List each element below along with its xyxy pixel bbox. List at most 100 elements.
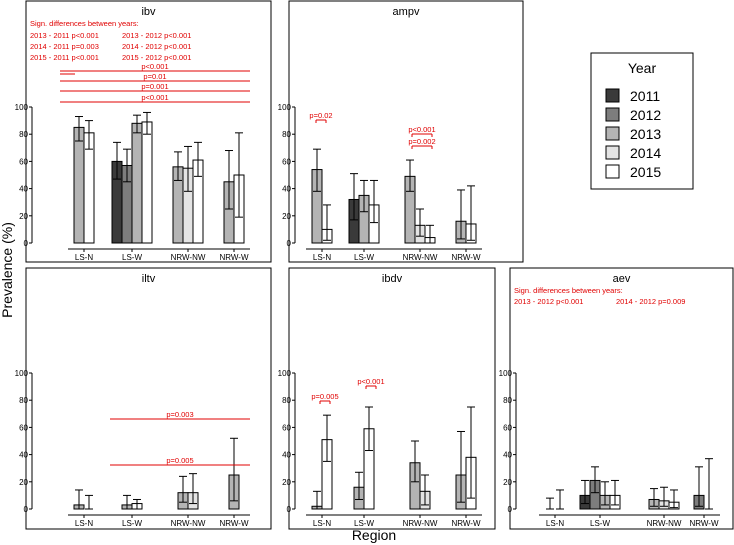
y-tick-label: 20: [503, 478, 512, 487]
legend: Year 2011 2012 2013 2014 2015: [590, 52, 694, 190]
sig-label: p=0.001: [141, 82, 168, 91]
panel-ampv: ampv 0 20 40 60 80 100 LS-N LS-W NRW-NW NRW-W p=0.0…: [278, 0, 524, 263]
y-tick-label: 100: [278, 103, 292, 112]
panel-ibv: ibv 0 20 40 60 80 100 LS-N LS-W NRW-NW NRW-W Sign. …: [15, 0, 272, 263]
sig-note: 2014 - 2011 p=0.003: [30, 42, 99, 51]
x-tick-label: LS-W: [590, 519, 610, 528]
y-tick-label: 60: [19, 423, 28, 432]
x-tick-label: NRW-NW: [171, 253, 206, 262]
x-tick-label: NRW-W: [219, 253, 248, 262]
legend-label-2014: 2014: [630, 145, 661, 161]
panel-frame: [509, 267, 734, 530]
sig-label: p=0.02: [309, 111, 332, 120]
sig-label: p=0.01: [143, 72, 166, 81]
x-tick-label: LS-N: [313, 519, 331, 528]
y-axis-label: Prevalence (%): [0, 222, 15, 318]
sig-label: p=0.005: [311, 392, 338, 401]
sig-note: 2015 - 2011 p<0.001: [30, 53, 99, 62]
panel-ibdv: ibdv 0 20 40 60 80 100 LS-N LS-W NRW-NW NRW-W p=0.0…: [278, 267, 496, 530]
sig-label: p=0.002: [408, 137, 435, 146]
x-tick-label: NRW-NW: [403, 253, 438, 262]
x-tick-label: LS-N: [75, 253, 93, 262]
legend-box: [590, 52, 694, 190]
sig-note-title: Sign. differences between years:: [30, 19, 139, 28]
x-tick-label: NRW-W: [689, 519, 718, 528]
x-tick-label: LS-W: [122, 519, 142, 528]
x-tick-label: LS-W: [354, 519, 374, 528]
sig-label: p=0.003: [166, 410, 193, 419]
y-tick-label: 0: [24, 239, 29, 248]
panel-frame: [288, 0, 524, 263]
sig-label: p<0.001: [141, 93, 168, 102]
x-axis-label: Region: [352, 527, 396, 543]
bar-LS-N-2013: [73, 126, 85, 244]
sig-note: 2013 - 2012 p<0.001: [122, 31, 191, 40]
legend-swatch-2015: [605, 164, 620, 179]
y-tick-label: 40: [19, 451, 28, 460]
y-tick-label: 20: [282, 212, 291, 221]
panel-title: iltv: [142, 273, 156, 285]
panel-frame: [25, 267, 272, 530]
sig-note: 2015 - 2012 p<0.001: [122, 53, 191, 62]
panel-aev: aev 0 20 40 60 80 100 LS-N LS-W NRW-NW NRW-W Sign. …: [499, 267, 734, 530]
sig-note: 2013 - 2011 p<0.001: [30, 31, 99, 40]
sig-note-title: Sign. differences between years:: [514, 286, 623, 295]
y-tick-label: 100: [15, 103, 29, 112]
y-tick-label: 80: [19, 130, 28, 139]
y-tick-label: 20: [19, 478, 28, 487]
y-tick-label: 80: [282, 130, 291, 139]
sig-label: p=0.005: [166, 456, 193, 465]
sig-note: 2014 - 2012 p<0.001: [122, 42, 191, 51]
sig-note: 2013 - 2012 p<0.001: [514, 297, 583, 306]
legend-title: Year: [628, 60, 657, 76]
y-tick-label: 40: [282, 185, 291, 194]
panel-frame: [25, 0, 272, 263]
y-tick-label: 80: [19, 396, 28, 405]
y-tick-label: 40: [19, 185, 28, 194]
sig-label: p<0.001: [357, 377, 384, 386]
y-tick-label: 100: [499, 369, 513, 378]
y-tick-label: 60: [503, 423, 512, 432]
panel-iltv: iltv 0 20 40 60 80 100 LS-N LS-W NRW-NW NRW-W p=0.0…: [15, 267, 272, 530]
y-tick-label: 0: [508, 505, 513, 514]
x-tick-label: NRW-NW: [647, 519, 682, 528]
y-tick-label: 60: [19, 157, 28, 166]
y-tick-label: 40: [282, 451, 291, 460]
bar-LS-W-2015: [141, 121, 153, 244]
x-tick-label: LS-N: [546, 519, 564, 528]
y-tick-label: 80: [503, 396, 512, 405]
x-tick-label: NRW-NW: [403, 519, 438, 528]
x-tick-label: LS-N: [313, 253, 331, 262]
panel-title: ampv: [393, 6, 420, 18]
y-tick-label: 100: [278, 369, 292, 378]
y-tick-label: 20: [19, 212, 28, 221]
sig-label: p<0.001: [408, 125, 435, 134]
y-tick-label: 60: [282, 423, 291, 432]
panel-title: ibv: [141, 6, 156, 18]
y-tick-label: 20: [282, 478, 291, 487]
y-tick-label: 80: [282, 396, 291, 405]
x-tick-label: LS-N: [75, 519, 93, 528]
x-tick-label: LS-W: [122, 253, 142, 262]
x-tick-label: NRW-NW: [171, 519, 206, 528]
x-tick-label: NRW-W: [219, 519, 248, 528]
legend-label-2015: 2015: [630, 164, 661, 180]
y-tick-label: 40: [503, 451, 512, 460]
bar-LS-W-2013: [131, 122, 143, 244]
legend-label-2013: 2013: [630, 126, 661, 142]
panel-title: aev: [613, 273, 631, 285]
legend-label-2012: 2012: [630, 107, 661, 123]
legend-swatch-2011: [605, 88, 620, 103]
y-tick-label: 0: [287, 239, 292, 248]
legend-swatch-2012: [605, 107, 620, 122]
sig-label: p<0.001: [141, 62, 168, 71]
x-tick-label: LS-W: [354, 253, 374, 262]
legend-label-2011: 2011: [630, 88, 660, 104]
y-tick-label: 60: [282, 157, 291, 166]
panel-frame: [288, 267, 496, 530]
legend-swatch-2013: [605, 126, 620, 141]
y-tick-label: 0: [24, 505, 29, 514]
y-tick-label: 100: [15, 369, 29, 378]
legend-swatch-2014: [605, 145, 620, 160]
